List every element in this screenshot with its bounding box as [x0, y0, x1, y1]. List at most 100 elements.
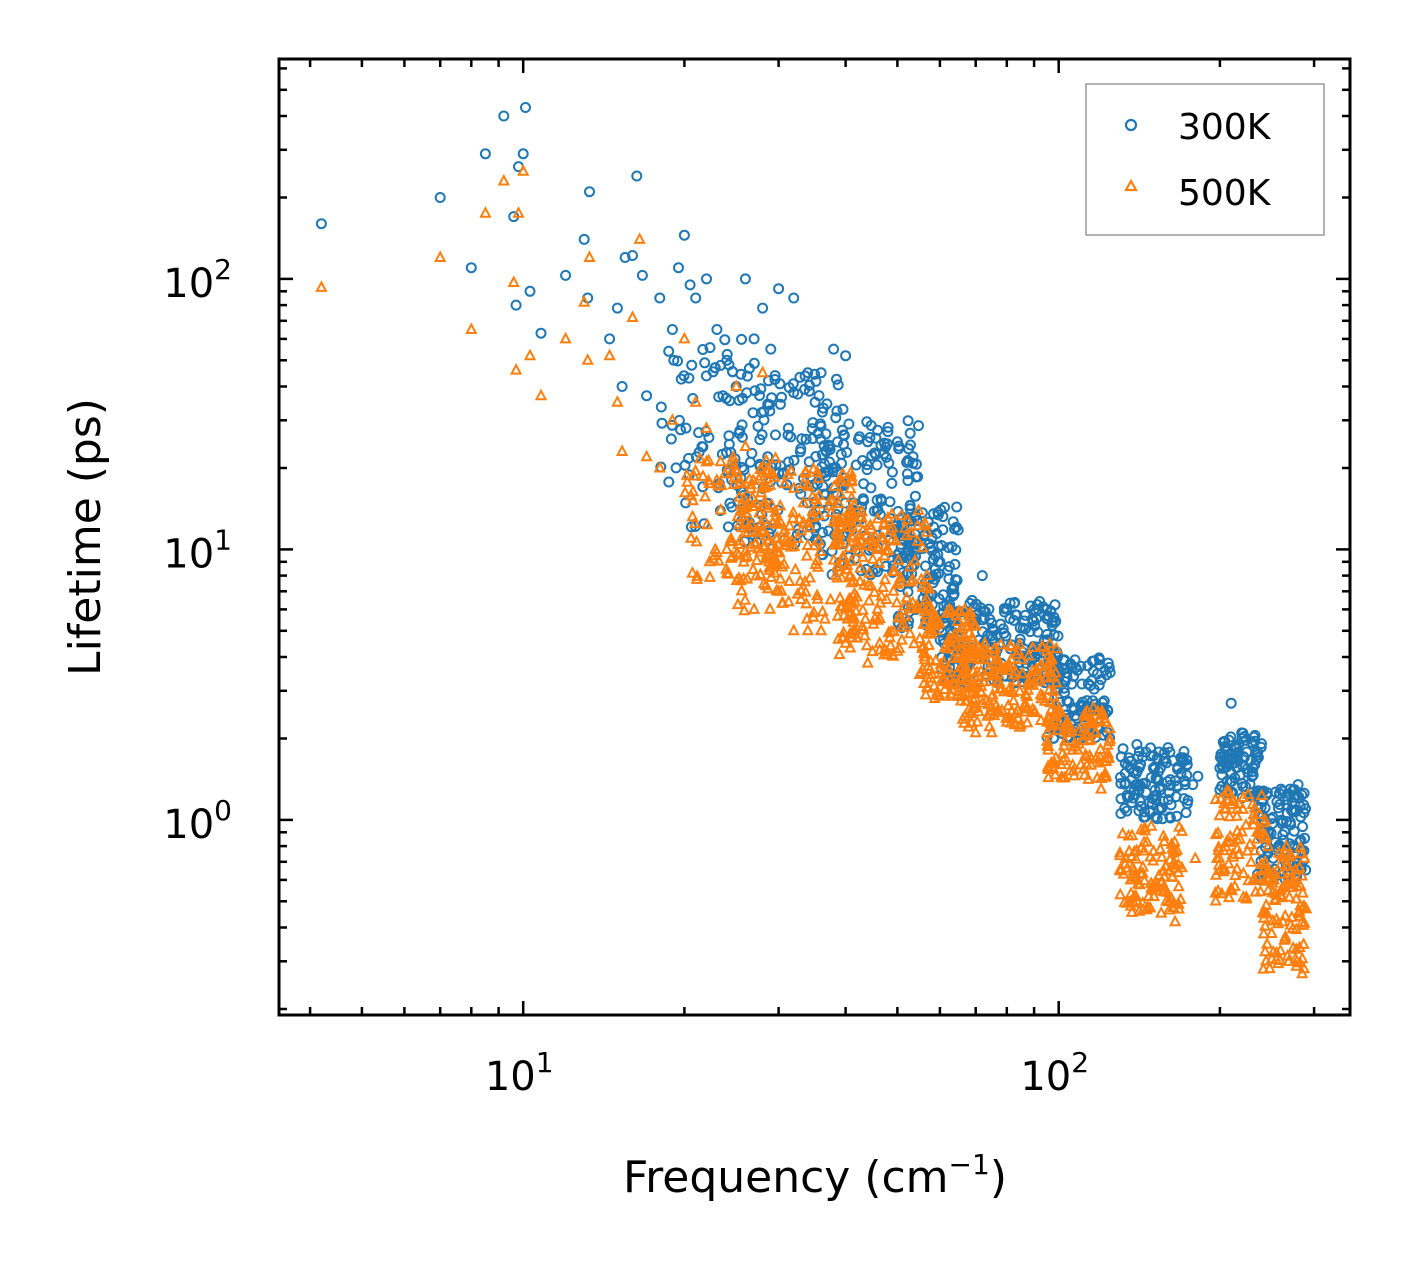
- data-point-500k: [936, 671, 949, 684]
- data-point-300k: [1216, 769, 1228, 781]
- data-point-500k: [951, 687, 965, 700]
- legend-box: [1085, 83, 1325, 236]
- data-point-300k: [905, 515, 917, 527]
- data-point-300k: [699, 357, 711, 369]
- data-point-500k: [945, 604, 958, 616]
- data-point-300k: [835, 448, 847, 460]
- data-point-500k: [799, 464, 812, 476]
- data-point-500k: [807, 462, 820, 474]
- data-point-300k: [909, 490, 921, 502]
- data-point-500k: [801, 623, 814, 636]
- data-point-500k: [771, 530, 784, 543]
- data-point-300k: [535, 327, 547, 339]
- data-point-300k: [920, 560, 931, 572]
- data-point-500k: [1294, 846, 1307, 859]
- data-point-500k: [1047, 689, 1060, 701]
- x-axis-label: Frequency (cm−1): [623, 1148, 1007, 1203]
- data-point-500k: [745, 517, 758, 529]
- data-point-500k: [1295, 868, 1309, 881]
- data-point-500k: [834, 519, 848, 531]
- data-point-300k: [1157, 795, 1169, 807]
- data-point-500k: [934, 657, 947, 669]
- data-point-500k: [855, 504, 869, 517]
- data-point-300k: [656, 417, 668, 429]
- data-point-300k: [1150, 773, 1162, 785]
- data-point-500k: [733, 533, 747, 546]
- data-point-500k: [978, 636, 991, 648]
- data-point-500k: [1237, 890, 1250, 902]
- data-point-500k: [910, 600, 924, 612]
- data-point-500k: [1280, 839, 1293, 851]
- data-point-300k: [678, 229, 690, 241]
- data-point-500k: [700, 421, 713, 433]
- data-point-500k: [908, 553, 922, 566]
- data-point-300k: [1279, 826, 1291, 838]
- data-point-300k: [736, 419, 748, 431]
- data-point-500k: [834, 486, 847, 499]
- data-point-300k: [774, 398, 786, 410]
- data-point-300k: [665, 433, 677, 445]
- data-point-500k: [1130, 843, 1143, 856]
- data-point-300k: [837, 403, 849, 415]
- data-point-300k: [1132, 750, 1144, 762]
- data-point-300k: [756, 429, 768, 441]
- data-point-500k: [757, 576, 771, 589]
- data-point-500k: [681, 475, 694, 487]
- data-point-500k: [1240, 891, 1253, 904]
- data-point-500k: [1047, 761, 1060, 774]
- data-point-300k: [1119, 767, 1131, 779]
- data-point-500k: [1243, 837, 1257, 850]
- data-point-300k: [871, 494, 883, 506]
- data-point-300k: [902, 415, 914, 427]
- data-point-500k: [973, 652, 986, 665]
- data-point-300k: [812, 427, 824, 439]
- data-point-300k: [1255, 741, 1267, 753]
- data-point-500k: [871, 613, 885, 625]
- data-point-300k: [1153, 746, 1165, 758]
- data-point-500k: [877, 517, 890, 530]
- data-point-500k: [794, 523, 808, 536]
- data-point-300k: [807, 417, 819, 429]
- data-point-500k: [991, 658, 1005, 670]
- data-point-500k: [1003, 710, 1016, 723]
- data-point-300k: [673, 262, 684, 274]
- data-point-500k: [969, 680, 982, 692]
- data-point-500k: [840, 562, 853, 575]
- data-point-300k: [782, 422, 794, 434]
- data-point-500k: [761, 581, 774, 594]
- data-point-500k: [754, 544, 767, 557]
- data-point-300k: [765, 343, 777, 355]
- y-tick-label: 100: [163, 794, 232, 848]
- data-point-500k: [732, 548, 745, 560]
- data-point-300k: [584, 186, 595, 198]
- data-point-500k: [923, 581, 936, 594]
- y-tick-labels: 100 101 102: [163, 253, 232, 848]
- data-point-300k: [991, 629, 1003, 641]
- data-point-500k: [869, 529, 882, 541]
- data-point-500k: [1114, 887, 1127, 900]
- data-point-300k: [1171, 810, 1183, 822]
- data-point-500k: [787, 539, 801, 552]
- data-point-500k: [851, 534, 864, 546]
- data-point-500k: [1266, 885, 1279, 898]
- data-point-300k: [904, 503, 916, 515]
- data-point-300k: [678, 370, 690, 382]
- data-point-500k: [1253, 807, 1266, 819]
- data-point-500k: [1154, 842, 1167, 854]
- data-point-500k: [837, 550, 851, 563]
- data-point-300k: [923, 538, 935, 550]
- data-point-500k: [769, 451, 782, 463]
- data-point-500k: [809, 557, 822, 569]
- data-point-500k: [1059, 750, 1072, 763]
- data-point-300k: [1133, 746, 1145, 757]
- data-point-300k: [998, 603, 1010, 615]
- data-point-500k: [917, 676, 931, 688]
- data-point-500k: [761, 465, 774, 478]
- data-point-300k: [795, 488, 807, 500]
- data-point-300k: [736, 333, 747, 345]
- data-point-300k: [1030, 613, 1042, 625]
- data-point-300k: [815, 433, 827, 445]
- data-point-300k: [912, 471, 924, 483]
- data-point-300k: [871, 459, 883, 471]
- data-point-500k: [986, 687, 999, 700]
